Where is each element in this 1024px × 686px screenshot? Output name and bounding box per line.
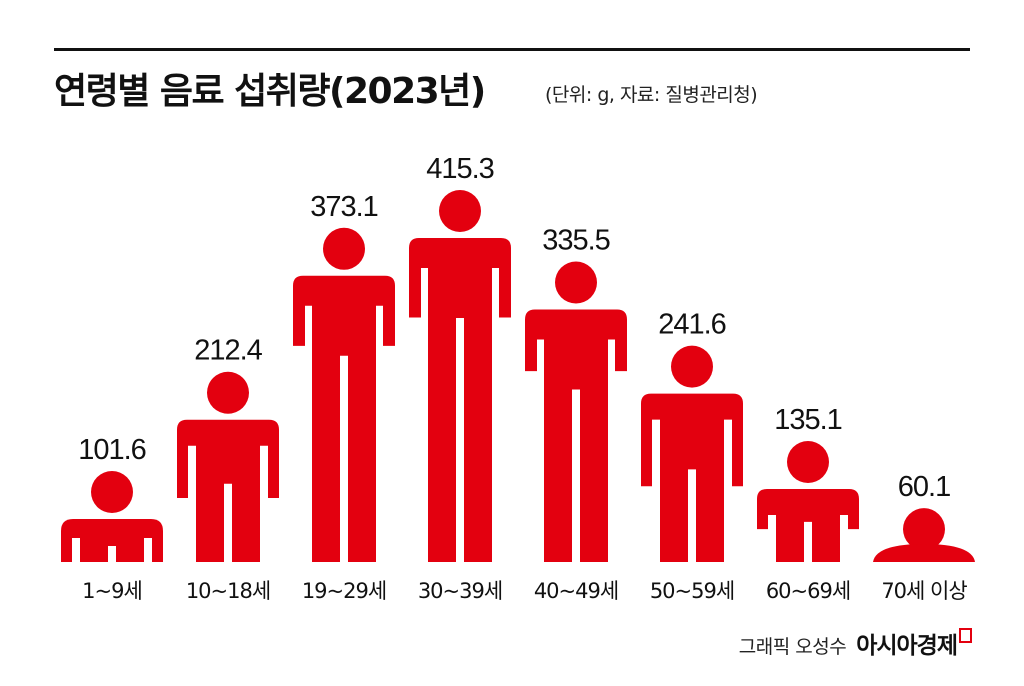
figure-head (787, 440, 829, 483)
value-label: 241.6 (658, 309, 726, 341)
figure-7 (757, 440, 859, 562)
value-label: 373.1 (310, 191, 378, 223)
figure-body (757, 488, 859, 562)
category-label: 19~29세 (302, 579, 386, 603)
brand-logo: 아시아경제 (856, 626, 972, 660)
figure-4 (409, 190, 511, 562)
figure-body (61, 518, 163, 562)
category-label: 40~49세 (534, 579, 618, 603)
figure-head (903, 508, 945, 551)
figure-body (525, 309, 627, 562)
chart-title: 연령별 음료 섭취량(2023년) (54, 71, 486, 112)
graphic-credit: 그래픽 오성수 (738, 636, 847, 658)
value-label: 101.6 (78, 434, 146, 466)
value-label: 415.3 (426, 153, 494, 185)
brand-mark-icon (959, 628, 972, 643)
category-label: 30~39세 (418, 579, 502, 603)
arm-gap (144, 538, 152, 562)
figure-3 (293, 227, 395, 562)
figure-head (323, 227, 365, 270)
brand-name: 아시아경제 (856, 633, 958, 659)
value-label: 60.1 (898, 471, 950, 503)
figure-2 (177, 371, 279, 562)
category-label: 1~9세 (82, 579, 142, 603)
figure-5 (525, 261, 627, 562)
value-label: 335.5 (542, 224, 610, 256)
figure-body (293, 275, 395, 562)
figure-head (91, 470, 133, 513)
figure-head (555, 261, 597, 304)
figure-head (439, 190, 481, 232)
figure-body (409, 238, 511, 562)
value-label: 212.4 (194, 335, 262, 367)
chart-subtitle: (단위: g, 자료: 질병관리청) (545, 84, 758, 106)
figure-1 (61, 470, 163, 562)
figure-head (207, 371, 249, 414)
figure-body (177, 419, 279, 562)
footer: 그래픽 오성수 아시아경제 (739, 626, 972, 660)
arm-gap (72, 538, 80, 562)
top-rule (54, 48, 970, 51)
figure-8 (873, 508, 975, 562)
figure-head (671, 345, 713, 388)
category-label: 70세 이상 (881, 579, 967, 603)
category-label: 50~59세 (650, 579, 734, 603)
category-label: 60~69세 (766, 579, 850, 603)
figure-body (873, 544, 975, 562)
figure-6 (641, 345, 743, 562)
category-label: 10~18세 (186, 579, 270, 603)
value-label: 135.1 (774, 404, 842, 436)
figure-body (641, 393, 743, 562)
leg-gap (108, 546, 116, 562)
